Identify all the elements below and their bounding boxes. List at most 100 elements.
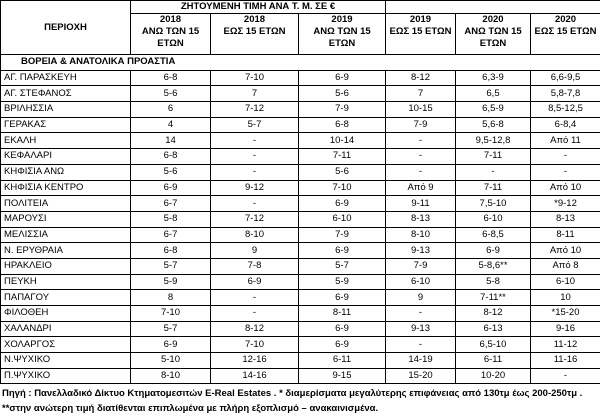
price-cell: 7-9 xyxy=(385,116,456,134)
price-cell: *9-12 xyxy=(529,195,600,212)
column-year: 2020 xyxy=(554,14,577,26)
price-cell: 9-12 xyxy=(210,179,299,197)
table-row: ΕΚΑΛΗ 14-10-14-9,5-12,8 Από 11 xyxy=(0,132,600,150)
price-cell: 7-11 xyxy=(455,179,531,197)
price-cell: 6-9 xyxy=(298,69,386,87)
region-name: ΦΙΛΟΘΕΗ xyxy=(0,305,131,322)
table-row: ΚΕΦΑΛΑΡΙ 6-8-7-11-7-11- xyxy=(0,148,600,165)
price-cell: 7-9 xyxy=(385,257,456,275)
price-cell: 6-10 xyxy=(385,273,456,291)
table-row: ΚΗΦΙΣΙΑ ΑΝΩ 5-6-5-6- - - xyxy=(0,163,600,181)
price-cell: 4 xyxy=(130,116,211,134)
column-header: 2020 ΑΝΩ ΤΩΝ 15 ΕΤΩΝ xyxy=(455,13,531,55)
price-cell: 6-9 xyxy=(298,195,386,212)
region-name: ΠΕΥΚΗ xyxy=(0,273,131,291)
price-cell: - xyxy=(455,163,531,181)
price-cell: - xyxy=(385,163,456,181)
price-cell: 5-9 xyxy=(130,273,211,291)
region-name: ΓΕΡΑΚΑΣ xyxy=(0,116,131,134)
price-cell: - xyxy=(529,367,600,385)
price-cell: 5-8,6** xyxy=(455,257,531,275)
table-body: ΒΟΡΕΙΑ & ΑΝΑΤΟΛΙΚΑ ΠΡΟΑΣΤΙΑ ΑΓ. ΠΑΡΑΣΚΕΥΗ… xyxy=(0,54,600,385)
column-header: 2019 ΕΩΣ 15 ΕΤΩΝ xyxy=(385,13,456,55)
price-cell: 5-7 xyxy=(130,320,211,338)
price-cell: 6-9 xyxy=(455,242,531,259)
price-cell: 6-8,4 xyxy=(529,116,600,134)
price-cell: 6-7 xyxy=(130,195,211,212)
region-name: Ν. ΕΡΥΘΡΑΙΑ xyxy=(0,242,131,259)
region-name: ΜΕΛΙΣΣΙΑ xyxy=(0,226,131,244)
price-cell: 5-8 xyxy=(455,273,531,291)
price-cell: 6-9 xyxy=(130,179,211,197)
price-cell: 5-7 xyxy=(210,116,299,134)
price-cell: 8,5-12,5 xyxy=(529,101,600,118)
price-cell: 10-15 xyxy=(385,101,456,118)
price-cell: 7-10 xyxy=(130,305,211,322)
region-name: ΧΑΛΑΝΔΡΙ xyxy=(0,320,131,338)
region-name: ΕΚΑΛΗ xyxy=(0,132,131,150)
price-cell: 6-10 xyxy=(455,210,531,228)
price-cell: 8-12 xyxy=(385,69,456,87)
footnote: Πηγή : Πανελλαδικό Δίκτυο Κτηματομεσιτών… xyxy=(2,388,583,415)
price-cell: 11-16 xyxy=(529,352,600,369)
price-cell: - xyxy=(385,336,456,354)
region-name: ΑΓ. ΠΑΡΑΣΚΕΥΗ xyxy=(0,69,131,87)
price-cell: 9-13 xyxy=(385,320,456,338)
price-cell: 7-9 xyxy=(298,101,386,118)
price-cell: 8-13 xyxy=(529,210,600,228)
table-row: ΒΡΙΛΗΣΣΙΑ 6 7-12 7-9 10-15 6,5-9 8,5-12,5 xyxy=(0,101,600,118)
column-label: ΕΩΣ 15 ΕΤΩΝ xyxy=(223,26,286,37)
price-cell: 6-9 xyxy=(298,320,386,338)
region-name: ΠΑΠΑΓΟΥ xyxy=(0,289,131,306)
price-cell: 14-16 xyxy=(210,367,299,385)
price-cell: 6-9 xyxy=(298,289,386,306)
price-cell: 5-10 xyxy=(130,352,211,369)
table-row: ΑΓ. ΣΤΕΦΑΝΟΣ 5-6 7 5-6 7 6,5 5,8-7,8 xyxy=(0,85,600,103)
region-name: ΑΓ. ΣΤΕΦΑΝΟΣ xyxy=(0,85,131,103)
column-label: ΑΝΩ ΤΩΝ 15 ΕΤΩΝ xyxy=(464,26,522,49)
column-header: 2019 ΑΝΩ ΤΩΝ 15 ΕΤΩΝ xyxy=(298,13,386,55)
column-label: ΑΝΩ ΤΩΝ 15 ΕΤΩΝ xyxy=(313,26,371,49)
price-cell: 7-12 xyxy=(210,101,299,118)
table-row: ΜΕΛΙΣΣΙΑ 6-7 8-10 7-9 8-10 6-8,5 8-11 xyxy=(0,226,600,244)
price-cell: 6-9 xyxy=(130,336,211,354)
table-row: ΓΕΡΑΚΑΣ 4 5-7 6-8 7-9 5,6-8 6-8,4 xyxy=(0,116,600,134)
price-cell: - xyxy=(385,148,456,165)
region-name: ΗΡΑΚΛΕΙΟ xyxy=(0,257,131,275)
price-cell: Από 11 xyxy=(529,132,600,150)
price-cell: 8-10 xyxy=(130,367,211,385)
column-header: 2020 ΕΩΣ 15 ΕΤΩΝ xyxy=(529,13,600,55)
price-cell: 7 xyxy=(210,85,299,103)
price-cell: 6-8,5 xyxy=(455,226,531,244)
price-cell: 7,5-10 xyxy=(455,195,531,212)
price-cell: 5,6-8 xyxy=(455,116,531,134)
price-cell: 5-8 xyxy=(130,210,211,228)
price-cell: 6-8 xyxy=(130,148,211,165)
price-cell: 7 xyxy=(385,85,456,103)
column-label: ΕΩΣ 15 ΕΤΩΝ xyxy=(534,26,597,37)
price-cell: 6-11 xyxy=(298,352,386,369)
price-cell: 5-6 xyxy=(298,85,386,103)
price-cell: 6-8 xyxy=(298,116,386,134)
price-cell: 6-11 xyxy=(455,352,531,369)
price-cell: - xyxy=(210,132,299,150)
price-cell: 6 xyxy=(130,101,211,118)
header-row: ΠΕΡΙΟΧΗ ΖΗΤΟΥΜΕΝΗ ΤΙΜΗ ΑΝΑ Τ. Μ. ΣΕ € xyxy=(0,0,600,55)
price-cell: 8-13 xyxy=(385,210,456,228)
price-cell: 11-12 xyxy=(529,336,600,354)
price-cell: 8-12 xyxy=(455,305,531,322)
price-cell: 6,3-9 xyxy=(455,69,531,87)
price-cell: 6,5 xyxy=(455,85,531,103)
region-name: ΒΡΙΛΗΣΣΙΑ xyxy=(0,101,131,118)
price-cell: 6-9 xyxy=(298,336,386,354)
region-name: ΚΗΦΙΣΙΑ ΚΕΝΤΡΟ xyxy=(0,179,131,197)
price-cell: 8-11 xyxy=(529,226,600,244)
price-cell: 5-9 xyxy=(298,273,386,291)
price-cell: Από 10 xyxy=(529,179,600,197)
column-year: 2019 xyxy=(409,14,432,26)
price-cell: 10-20 xyxy=(455,367,531,385)
price-cell: 6-9 xyxy=(210,273,299,291)
price-table: ΠΕΡΙΟΧΗ ΖΗΤΟΥΜΕΝΗ ΤΙΜΗ ΑΝΑ Τ. Μ. ΣΕ €2018… xyxy=(0,0,600,385)
price-cell: 8-11 xyxy=(298,305,386,322)
price-cell: 6,5-9 xyxy=(455,101,531,118)
